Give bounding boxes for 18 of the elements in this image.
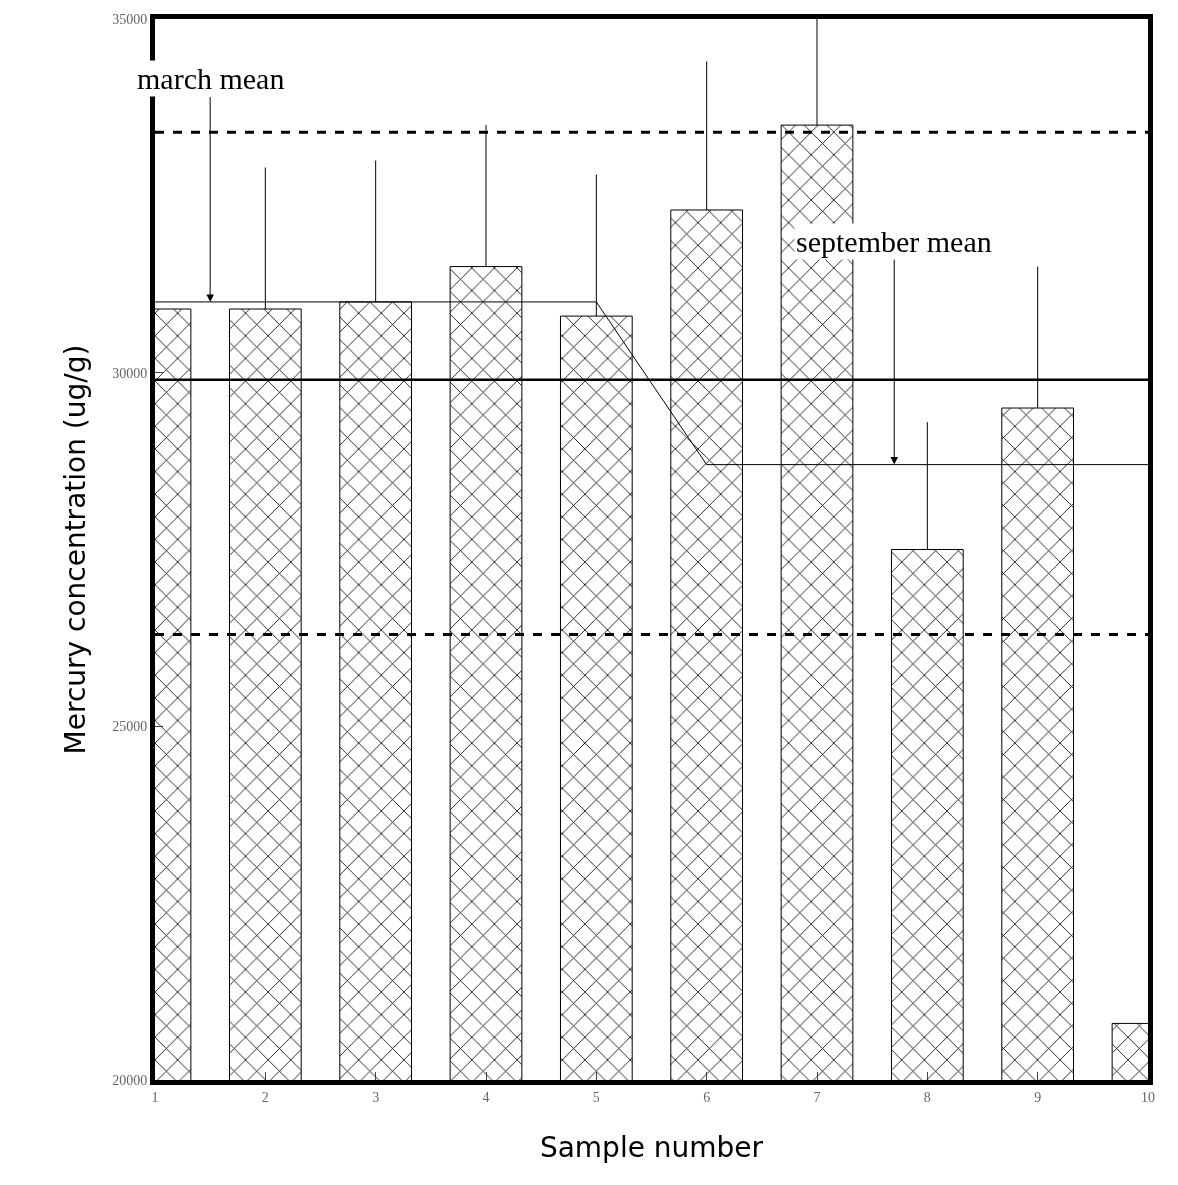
y-tick-label: 20000	[112, 1072, 148, 1088]
x-tick-label: 2	[261, 1089, 269, 1105]
x-tick-label: 8	[923, 1089, 931, 1105]
annotation: september mean	[796, 225, 992, 258]
x-tick-label: 9	[1034, 1089, 1042, 1105]
x-tick-label: 10	[1141, 1089, 1155, 1105]
annotation: march mean	[137, 62, 285, 95]
y-axis-title: Mercury concentration (ug/g)	[58, 344, 92, 755]
x-tick-label: 6	[703, 1089, 711, 1105]
y-tick-label: 30000	[112, 365, 148, 381]
x-tick-label: 3	[372, 1089, 380, 1105]
y-tick-label: 25000	[112, 719, 148, 735]
x-tick-label: 7	[813, 1089, 821, 1105]
x-tick-label: 4	[482, 1089, 490, 1105]
y-tick-label: 35000	[112, 11, 148, 27]
x-axis-title: Sample number	[539, 1130, 764, 1164]
x-tick-label: 1	[151, 1089, 159, 1105]
x-tick-label: 5	[592, 1089, 600, 1105]
